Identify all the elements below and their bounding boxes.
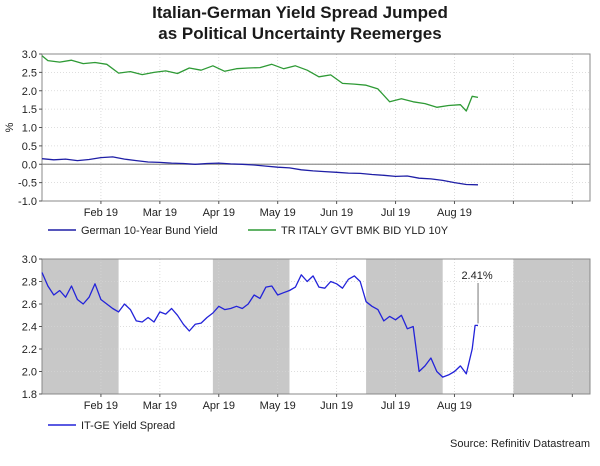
x-tick-label-aug-19: Aug 19 xyxy=(437,207,472,219)
x-tick-label-jun-19: Jun 19 xyxy=(320,400,353,412)
y-tick-label-5: 2.2 xyxy=(22,344,37,356)
legend-label-german-10-year-bund-yield: German 10-Year Bund Yield xyxy=(81,225,218,237)
source-note: Source: Refinitiv Datastream xyxy=(450,438,590,450)
y-tick-label-3: 2.0 xyxy=(22,86,37,98)
spread-chart-y-axis: 3.0 2.8 2.6 2.4 2.2 2.0 1.8 xyxy=(22,254,42,401)
shaded-period-1 xyxy=(42,259,119,394)
y-tick-label-2: 2.5 xyxy=(22,67,37,79)
spread-chart-legend: IT-GE Yield Spread xyxy=(48,420,175,432)
top-chart-y-axis-label: % xyxy=(4,122,16,132)
y-tick-label-7: 0.0 xyxy=(22,159,37,171)
x-tick-label-may-19: May 19 xyxy=(260,400,296,412)
x-tick-label-jun-19: Jun 19 xyxy=(320,207,353,219)
spread-annotation: 2.41% xyxy=(461,270,493,324)
y-tick-label-9: -1.0 xyxy=(18,196,37,208)
y-tick-label-5: 1.0 xyxy=(22,123,37,135)
y-tick-label-8: -0.5 xyxy=(18,178,37,190)
y-tick-label-1: 3.0 xyxy=(22,49,37,61)
chart-title: Italian-German Yield Spread Jumped as Po… xyxy=(0,2,600,44)
top-chart-y-axis: 3.0 2.5 2.0 1.5 1.0 0.5 0.0 -0.5 -1.0 xyxy=(18,49,42,208)
legend-label-it-ge-yield-spread: IT-GE Yield Spread xyxy=(81,420,175,432)
y-tick-label-3: 2.6 xyxy=(22,299,37,311)
y-tick-label-7: 1.8 xyxy=(22,389,37,401)
y-tick-label-1: 3.0 xyxy=(22,254,37,266)
series-line-tr-italy-gvt-bmk-bid-yld-10y xyxy=(41,55,479,112)
annotation-label: 2.41% xyxy=(461,270,492,282)
x-tick-label-feb-19: Feb 19 xyxy=(84,207,118,219)
top-chart-x-axis: Feb 19 Mar 19 Apr 19 May 19 Jun 19 Jul 19 Aug … xyxy=(84,201,573,219)
x-tick-label-jul-19: Jul 19 xyxy=(381,207,410,219)
y-tick-label-2: 2.8 xyxy=(22,277,37,289)
series-line-german-10-year-bund-yield xyxy=(41,156,479,186)
x-tick-label-mar-19: Mar 19 xyxy=(143,207,177,219)
y-tick-label-4: 1.5 xyxy=(22,104,37,116)
spread-chart-series xyxy=(41,272,478,378)
top-yield-chart: 3.0 2.5 2.0 1.5 1.0 0.5 0.0 -0.5 -1.0 Feb 19 Mar … xyxy=(4,49,591,237)
top-chart-gridlines xyxy=(42,53,590,202)
y-tick-label-4: 2.4 xyxy=(22,322,37,334)
title-line-2: as Political Uncertainty Reemerges xyxy=(158,24,442,43)
y-tick-label-6: 2.0 xyxy=(22,367,37,379)
spread-chart-gridlines xyxy=(42,258,590,395)
shaded-period-4 xyxy=(513,259,590,394)
x-tick-label-may-19: May 19 xyxy=(260,207,296,219)
x-tick-label-apr-19: Apr 19 xyxy=(203,400,235,412)
spread-chart-x-axis: Feb 19 Mar 19 Apr 19 May 19 Jun 19 Jul 19 Aug … xyxy=(84,394,573,412)
title-line-1: Italian-German Yield Spread Jumped xyxy=(152,3,448,22)
top-chart-series xyxy=(41,55,479,186)
x-tick-label-jul-19: Jul 19 xyxy=(381,400,410,412)
x-tick-label-feb-19: Feb 19 xyxy=(84,400,118,412)
x-tick-label-aug-19: Aug 19 xyxy=(437,400,472,412)
x-tick-label-mar-19: Mar 19 xyxy=(143,400,177,412)
series-line-it-ge-yield-spread xyxy=(41,272,478,378)
x-tick-label-apr-19: Apr 19 xyxy=(203,207,235,219)
legend-label-tr-italy-gvt-bmk-bid-yld-10y: TR ITALY GVT BMK BID YLD 10Y xyxy=(281,225,449,237)
shaded-period-3 xyxy=(366,259,443,394)
top-chart-legend: German 10-Year Bund Yield TR ITALY GVT BM… xyxy=(48,225,449,237)
spread-chart: 3.0 2.8 2.6 2.4 2.2 2.0 1.8 Feb 19 Mar 19 Apr 19… xyxy=(22,254,591,432)
y-tick-label-6: 0.5 xyxy=(22,141,37,153)
